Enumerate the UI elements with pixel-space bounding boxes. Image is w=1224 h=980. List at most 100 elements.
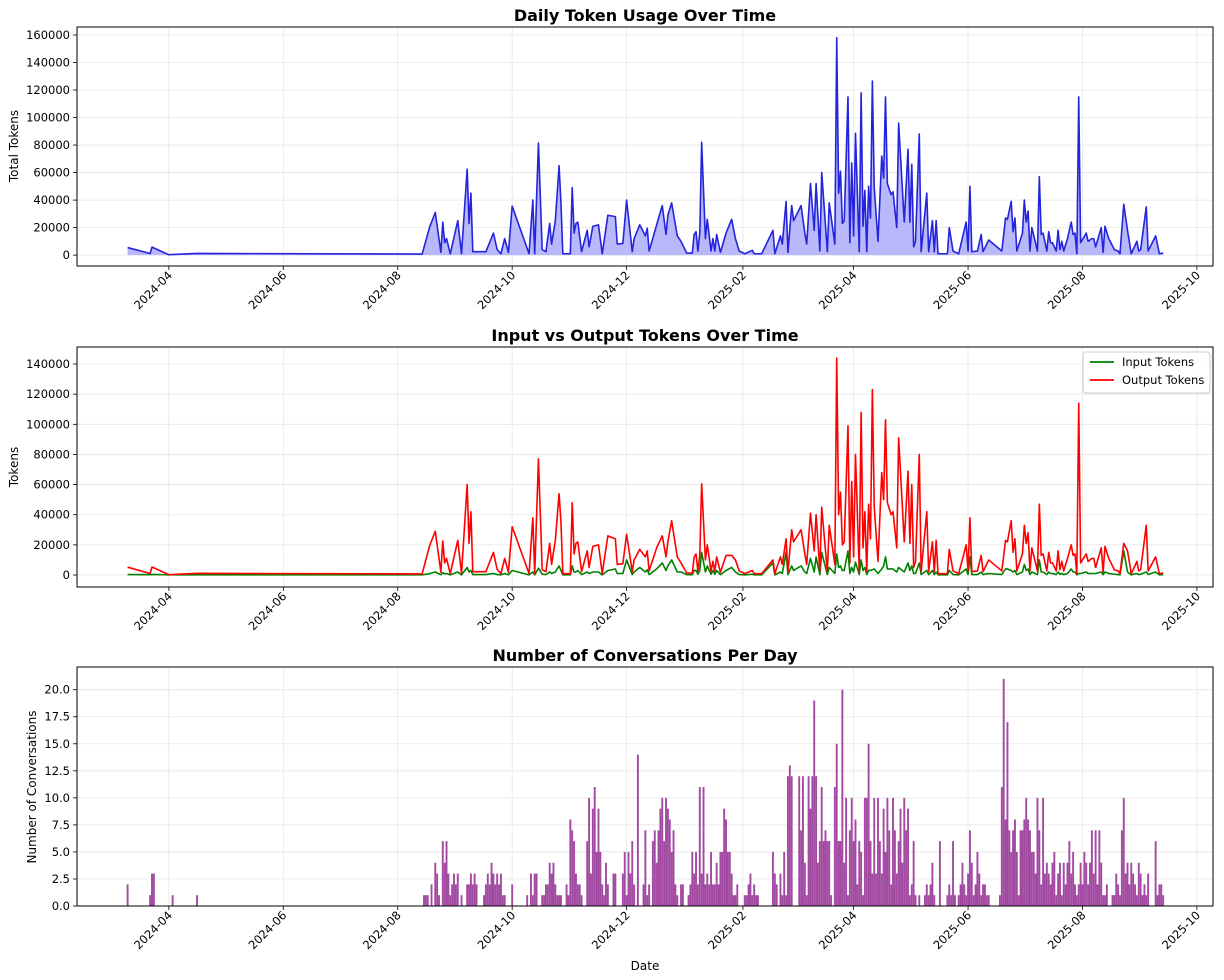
conversation-bar [1147,873,1150,906]
conversation-bar [1120,830,1123,906]
conversation-bar [1162,895,1165,906]
conversation-bar [567,895,570,906]
conversation-bar [1087,884,1090,906]
conversation-bar [1141,895,1144,906]
conversation-bar [680,884,682,906]
conversation-bar [888,830,891,906]
conversation-bar [1030,851,1033,906]
conversation-bar [890,884,893,906]
conversation-bar [974,884,977,906]
conversation-bar [871,873,874,906]
conversation-bar [865,797,868,906]
conversation-bar [884,851,887,906]
conversation-bar [1023,819,1026,906]
conversation-bar [730,873,733,906]
conversation-bar [726,851,729,906]
conversation-bar [590,873,592,906]
conversation-bar [728,851,731,906]
conversation-bar [863,797,866,906]
x-axis-label-date: Date [631,959,660,973]
total-tokens-line [127,36,1164,256]
conversation-bar [586,841,589,906]
conversation-bar [743,895,746,906]
conversation-bar [629,873,632,906]
conversation-bar [693,873,696,906]
conversation-bar [1104,895,1106,906]
conversation-bar [473,873,476,906]
legend-output-label: Output Tokens [1122,373,1204,387]
conversation-bar [651,841,654,906]
conversation-bar [813,700,816,906]
conversation-bar [848,830,851,906]
conversation-bar [753,884,756,906]
conversation-bar [494,884,497,906]
conversation-bar [552,862,555,906]
conversation-bar [713,884,716,906]
grid [77,347,1213,587]
conversation-bar [1062,862,1065,906]
conversation-bar [785,895,788,906]
conversation-bar [498,884,500,906]
y-tick-label: 20000 [33,221,70,235]
y-tick-label: 2.5 [52,872,70,886]
conversation-bar [822,841,825,906]
conversation-bar [856,884,859,906]
conversation-bar [901,862,904,906]
conversation-bar [1017,895,1020,906]
conversation-bar [606,884,609,906]
conversation-bar [588,797,591,906]
y-axis-label-tokens: Tokens [7,447,21,488]
conversation-bar [987,895,990,906]
conversation-bar [811,776,814,906]
conversation-bar [725,819,727,906]
conversation-bar [948,884,951,906]
conversation-bar [1055,895,1058,906]
conversation-bar [601,884,604,906]
conversation-bar [862,895,864,906]
conversation-bar [492,873,495,906]
conversation-bar [1113,895,1116,906]
conversation-bar [818,841,821,906]
conversation-bar [830,895,833,906]
conversation-bar [961,862,964,906]
conversation-bar [483,895,485,906]
conversation-bar [623,851,626,906]
conversation-bar [912,841,915,906]
conversation-bar [456,873,459,906]
conversation-bar [423,895,425,906]
axes-frame [76,26,1214,267]
conversation-bar [756,895,759,906]
conversation-bar [691,851,694,906]
y-tick-label: 120000 [26,387,70,401]
conversation-bar [773,873,776,906]
conversation-bar [1137,862,1140,906]
conversation-bar [443,862,446,906]
conversation-bar [556,895,559,906]
conversation-bar [1126,862,1129,906]
conversation-bar [1025,797,1028,906]
conversation-bar [845,797,848,906]
conversation-bar [648,884,651,906]
conversation-bar [736,884,739,906]
conversation-bar [546,884,549,906]
conversation-bar [700,873,703,906]
y-tick-label: 40000 [33,508,70,522]
axes-frame [76,346,1214,588]
conversation-bar [805,895,808,906]
conversation-bar [905,830,908,906]
conversation-bar [824,830,827,906]
conversation-bar [850,797,853,906]
conversation-bar [430,884,433,906]
conversation-bar [451,884,454,906]
conversation-bar [603,895,606,906]
chart-title-daily-token-usage: Daily Token Usage Over Time [514,6,776,25]
conversation-bar [775,884,778,906]
conversation-bar [1135,895,1138,906]
y-tick-label: 20000 [33,538,70,552]
legend-box [1082,351,1211,394]
conversation-bar [1096,884,1099,906]
conversation-bar [1049,884,1052,906]
y-tick-label: 140000 [26,55,70,69]
conversation-bar [614,873,617,906]
